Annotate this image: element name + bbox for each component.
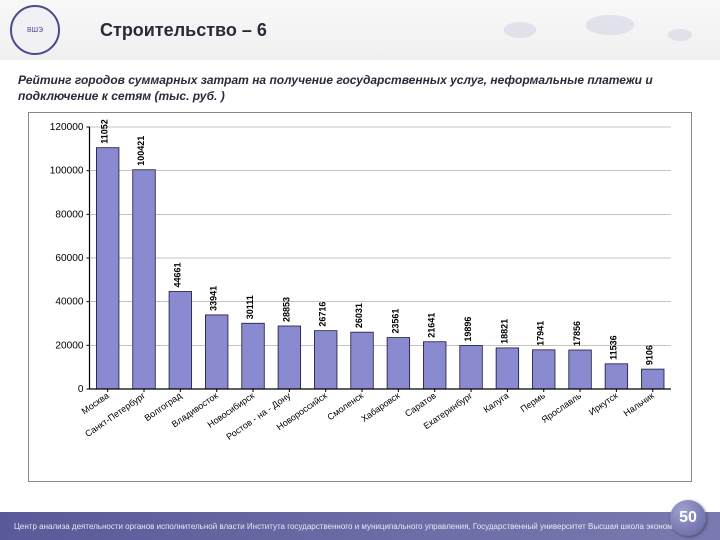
svg-text:18821: 18821 — [499, 319, 509, 344]
hse-logo: ВШЭ — [10, 5, 60, 55]
header-map-decoration — [470, 0, 720, 60]
svg-text:Санкт-Петербург: Санкт-Петербург — [83, 390, 148, 439]
footer-text: Центр анализа деятельности органов испол… — [14, 522, 685, 531]
svg-text:20000: 20000 — [55, 341, 83, 352]
svg-text:26716: 26716 — [318, 302, 328, 327]
svg-text:0: 0 — [78, 384, 84, 395]
svg-text:Ярославль: Ярославль — [540, 391, 584, 426]
svg-text:17941: 17941 — [536, 321, 546, 346]
svg-text:60000: 60000 — [55, 253, 83, 264]
page-number-badge: 50 — [670, 500, 706, 536]
chart-subtitle: Рейтинг городов суммарных затрат на полу… — [0, 60, 720, 112]
svg-text:Иркутск: Иркутск — [587, 391, 620, 418]
logo-text: ВШЭ — [27, 27, 43, 34]
header: ВШЭ Строительство – 6 — [0, 0, 720, 60]
page-number: 50 — [679, 509, 697, 527]
svg-text:11536: 11536 — [608, 336, 618, 361]
svg-text:100000: 100000 — [50, 166, 84, 177]
city-cost-bar-chart: 0 20000 40000 60000 80000 100000 120000 110526 М… — [35, 119, 681, 475]
svg-text:21641: 21641 — [427, 313, 437, 338]
svg-text:33941: 33941 — [209, 286, 219, 311]
page-title: Строительство – 6 — [100, 20, 267, 41]
svg-text:44661: 44661 — [172, 263, 182, 288]
svg-text:110526: 110526 — [100, 119, 110, 144]
svg-text:Смоленск: Смоленск — [325, 391, 365, 423]
svg-text:Хабаровск: Хабаровск — [359, 391, 401, 424]
svg-text:19896: 19896 — [463, 317, 473, 342]
svg-text:26031: 26031 — [354, 304, 364, 329]
svg-text:9106: 9106 — [645, 345, 655, 365]
svg-text:Ростов - на - Дону: Ростов - на - Дону — [224, 391, 293, 443]
svg-text:Пермь: Пермь — [519, 391, 548, 415]
svg-text:Москва: Москва — [80, 390, 112, 416]
footer: Центр анализа деятельности органов испол… — [0, 512, 720, 540]
svg-text:40000: 40000 — [55, 297, 83, 308]
svg-text:120000: 120000 — [50, 122, 84, 133]
svg-text:23561: 23561 — [390, 309, 400, 334]
svg-text:28853: 28853 — [281, 297, 291, 322]
svg-text:30111: 30111 — [245, 296, 255, 320]
svg-text:80000: 80000 — [55, 210, 83, 221]
chart-container: 0 20000 40000 60000 80000 100000 120000 110526 М… — [28, 112, 692, 482]
svg-text:Нальчик: Нальчик — [622, 391, 656, 419]
svg-text:Калуга: Калуга — [482, 390, 512, 415]
svg-text:17856: 17856 — [572, 321, 582, 346]
svg-text:100421: 100421 — [136, 136, 146, 166]
